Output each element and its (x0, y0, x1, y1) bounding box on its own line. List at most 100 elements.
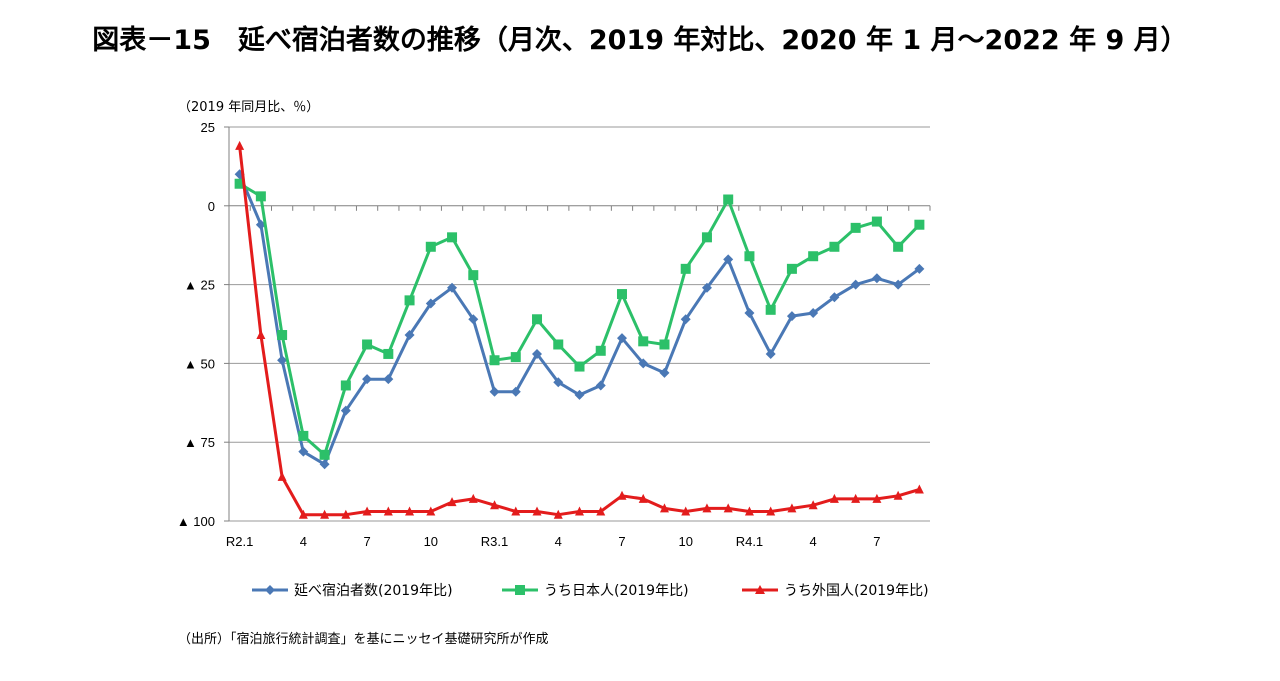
data-point-0-22 (701, 282, 712, 293)
data-point-2-32 (914, 484, 924, 494)
data-point-1-23 (723, 194, 734, 205)
gridlines (229, 126, 930, 522)
x-tick-label-15: 4 (555, 534, 562, 549)
data-point-2-26 (787, 503, 797, 513)
axes (224, 126, 931, 522)
x-tick-labels: R2.1 4 7 10 R3.1 4 7 10 R4.1 4 7 (226, 534, 881, 549)
legend-swatch-diamond-icon (252, 585, 288, 595)
series (234, 140, 925, 519)
data-point-1-8 (404, 295, 415, 306)
data-point-0-25 (765, 348, 776, 359)
data-point-1-3 (298, 430, 309, 441)
data-point-1-16 (574, 361, 585, 372)
data-point-0-16 (574, 389, 585, 400)
data-point-0-13 (510, 386, 521, 397)
data-point-2-0 (235, 140, 245, 150)
data-point-2-31 (893, 490, 903, 500)
data-point-0-4 (319, 459, 330, 470)
data-point-1-17 (595, 345, 606, 356)
data-point-2-7 (383, 506, 393, 516)
data-point-0-23 (723, 254, 734, 265)
data-point-1-15 (553, 339, 564, 350)
data-point-1-9 (425, 241, 436, 252)
data-point-0-32 (914, 263, 925, 274)
data-point-0-7 (383, 374, 394, 385)
data-point-1-30 (871, 216, 882, 227)
data-point-1-26 (786, 263, 797, 274)
data-point-0-3 (298, 446, 309, 457)
data-point-2-2 (277, 471, 287, 481)
x-tick-label-30: 7 (873, 534, 880, 549)
data-point-1-29 (850, 222, 861, 233)
data-point-2-29 (851, 493, 861, 503)
data-point-1-4 (319, 449, 330, 460)
data-point-1-24 (744, 251, 755, 262)
data-point-2-3 (298, 509, 308, 519)
y-tick-label-0: 25 (201, 120, 215, 135)
data-point-2-16 (575, 506, 584, 516)
data-point-0-27 (808, 307, 819, 318)
y-tick-label-4: ▲ 75 (184, 435, 215, 450)
x-tick-label-18: 7 (618, 534, 625, 549)
data-point-2-5 (341, 509, 351, 519)
data-point-1-22 (701, 232, 712, 243)
data-point-0-12 (489, 386, 500, 397)
data-point-1-10 (447, 232, 458, 243)
data-point-2-28 (829, 493, 839, 503)
data-point-2-17 (596, 506, 606, 516)
data-point-0-14 (532, 348, 543, 359)
x-tick-label-27: 4 (810, 534, 817, 549)
data-point-2-4 (320, 509, 330, 519)
data-point-2-20 (659, 503, 669, 513)
data-point-1-32 (914, 219, 925, 230)
legend-item-foreign: うち外国人(2019年比) (740, 578, 929, 602)
data-point-1-18 (616, 289, 627, 300)
chart-title: 図表－15 延べ宿泊者数の推移（月次、2019 年対比、2020 年 1 月～2… (92, 25, 1188, 56)
data-point-0-2 (277, 355, 288, 366)
series-1 (234, 178, 925, 460)
data-point-2-24 (744, 506, 754, 516)
data-point-1-5 (340, 380, 351, 391)
data-point-1-19 (638, 336, 649, 347)
series-0 (234, 169, 925, 470)
data-point-0-26 (786, 311, 797, 322)
data-point-0-15 (553, 377, 564, 388)
data-point-1-25 (765, 304, 776, 315)
data-point-1-7 (383, 348, 394, 359)
x-tick-label-6: 7 (363, 534, 370, 549)
data-point-2-6 (362, 506, 372, 516)
data-point-2-21 (681, 506, 691, 516)
data-point-2-27 (808, 500, 818, 510)
x-tick-label-9: 10 (424, 534, 438, 549)
data-point-0-8 (404, 330, 415, 341)
data-point-2-23 (723, 503, 733, 513)
data-point-1-6 (362, 339, 373, 350)
legend: 延べ宿泊者数(2019年比) うち日本人(2019年比) うち外国人(2019年… (250, 578, 970, 604)
data-point-0-19 (638, 358, 649, 369)
data-point-2-9 (426, 506, 436, 516)
legend-item-total: 延べ宿泊者数(2019年比) (250, 578, 453, 602)
x-tick-label-24: R4.1 (736, 534, 763, 549)
data-point-1-14 (532, 314, 543, 325)
data-point-2-18 (617, 490, 627, 500)
series-line-0 (238, 173, 921, 466)
line-chart: 25 0 ▲ 25 ▲ 50 ▲ 75 ▲ 100 R2.1 4 7 10 R3.1 4 7 10 R4.… (177, 120, 931, 549)
data-point-2-25 (766, 506, 776, 516)
data-point-2-19 (638, 493, 648, 503)
series-line-2 (238, 145, 920, 517)
series-line-1 (238, 182, 921, 457)
data-point-0-28 (829, 292, 840, 303)
legend-label-japanese: うち日本人(2019年比) (544, 583, 689, 599)
data-point-1-28 (829, 241, 840, 252)
data-point-0-10 (447, 282, 458, 293)
legend-swatch-square-icon (502, 585, 538, 595)
x-tick-label-21: 10 (678, 534, 692, 549)
data-point-1-11 (468, 270, 479, 281)
data-point-2-11 (468, 493, 478, 503)
data-point-1-1 (255, 191, 266, 202)
y-tick-label-3: ▲ 50 (184, 356, 215, 371)
data-point-0-29 (850, 279, 861, 290)
data-point-0-24 (744, 307, 755, 318)
data-point-0-5 (340, 405, 351, 416)
x-tick-label-0: R2.1 (226, 534, 253, 549)
